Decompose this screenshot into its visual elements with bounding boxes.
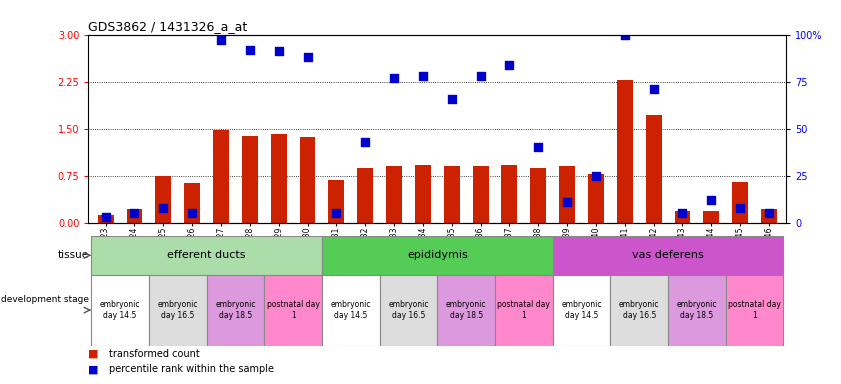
Bar — [207, 275, 264, 346]
Text: postnatal day
1: postnatal day 1 — [497, 300, 550, 320]
Point — [618, 31, 632, 38]
Bar — [98, 215, 114, 223]
Text: ■: ■ — [88, 364, 98, 374]
Point — [185, 210, 198, 217]
Point — [676, 210, 690, 217]
Bar — [444, 166, 460, 223]
Point — [445, 96, 458, 102]
Text: development stage: development stage — [1, 295, 89, 304]
Text: embryonic
day 14.5: embryonic day 14.5 — [100, 300, 140, 320]
Bar — [299, 137, 315, 223]
Bar — [553, 236, 784, 275]
Text: tissue: tissue — [58, 250, 89, 260]
Bar — [733, 182, 748, 223]
Point — [243, 46, 257, 53]
Bar — [242, 136, 257, 223]
Bar — [149, 275, 207, 346]
Bar — [668, 275, 726, 346]
Text: postnatal day
1: postnatal day 1 — [267, 300, 320, 320]
Text: GDS3862 / 1431326_a_at: GDS3862 / 1431326_a_at — [88, 20, 247, 33]
Text: vas deferens: vas deferens — [632, 250, 704, 260]
Point — [156, 205, 170, 211]
Bar — [91, 275, 149, 346]
Text: efferent ducts: efferent ducts — [167, 250, 246, 260]
Bar — [674, 212, 690, 223]
Point — [762, 210, 775, 217]
Bar — [184, 183, 200, 223]
Bar — [726, 275, 784, 346]
Point — [388, 75, 401, 81]
Bar — [126, 209, 142, 223]
Point — [733, 205, 747, 211]
Bar — [386, 166, 402, 223]
Bar — [611, 275, 668, 346]
Point — [128, 210, 141, 217]
Point — [647, 86, 660, 92]
Text: epididymis: epididymis — [407, 250, 468, 260]
Bar — [553, 275, 611, 346]
Point — [358, 139, 372, 145]
Bar — [559, 166, 575, 223]
Text: embryonic
day 14.5: embryonic day 14.5 — [331, 300, 371, 320]
Bar — [329, 180, 344, 223]
Text: ■: ■ — [88, 349, 98, 359]
Text: postnatal day
1: postnatal day 1 — [728, 300, 781, 320]
Text: embryonic
day 18.5: embryonic day 18.5 — [446, 300, 486, 320]
Bar — [761, 209, 777, 223]
Bar — [415, 165, 431, 223]
Bar — [156, 176, 172, 223]
Bar — [703, 212, 719, 223]
Point — [214, 37, 228, 43]
Bar — [91, 236, 322, 275]
Text: embryonic
day 14.5: embryonic day 14.5 — [561, 300, 602, 320]
Bar — [473, 166, 489, 223]
Bar — [646, 115, 662, 223]
Text: embryonic
day 18.5: embryonic day 18.5 — [677, 300, 717, 320]
Point — [99, 214, 113, 220]
Point — [503, 61, 516, 68]
Bar — [322, 236, 553, 275]
Point — [330, 210, 343, 217]
Bar — [617, 80, 632, 223]
Bar — [213, 130, 229, 223]
Text: embryonic
day 16.5: embryonic day 16.5 — [619, 300, 659, 320]
Text: embryonic
day 16.5: embryonic day 16.5 — [157, 300, 198, 320]
Point — [560, 199, 574, 205]
Bar — [357, 167, 373, 223]
Point — [590, 173, 603, 179]
Bar — [437, 275, 495, 346]
Point — [301, 54, 315, 60]
Bar — [501, 165, 517, 223]
Bar — [264, 275, 322, 346]
Bar — [322, 275, 379, 346]
Point — [272, 48, 285, 55]
Text: embryonic
day 18.5: embryonic day 18.5 — [215, 300, 256, 320]
Text: embryonic
day 16.5: embryonic day 16.5 — [389, 300, 429, 320]
Bar — [588, 174, 604, 223]
Text: percentile rank within the sample: percentile rank within the sample — [109, 364, 274, 374]
Point — [473, 73, 487, 79]
Bar — [531, 167, 546, 223]
Point — [416, 73, 430, 79]
Point — [532, 144, 545, 151]
Text: transformed count: transformed count — [109, 349, 200, 359]
Point — [705, 197, 718, 203]
Bar — [495, 275, 553, 346]
Bar — [271, 134, 287, 223]
Bar — [379, 275, 437, 346]
